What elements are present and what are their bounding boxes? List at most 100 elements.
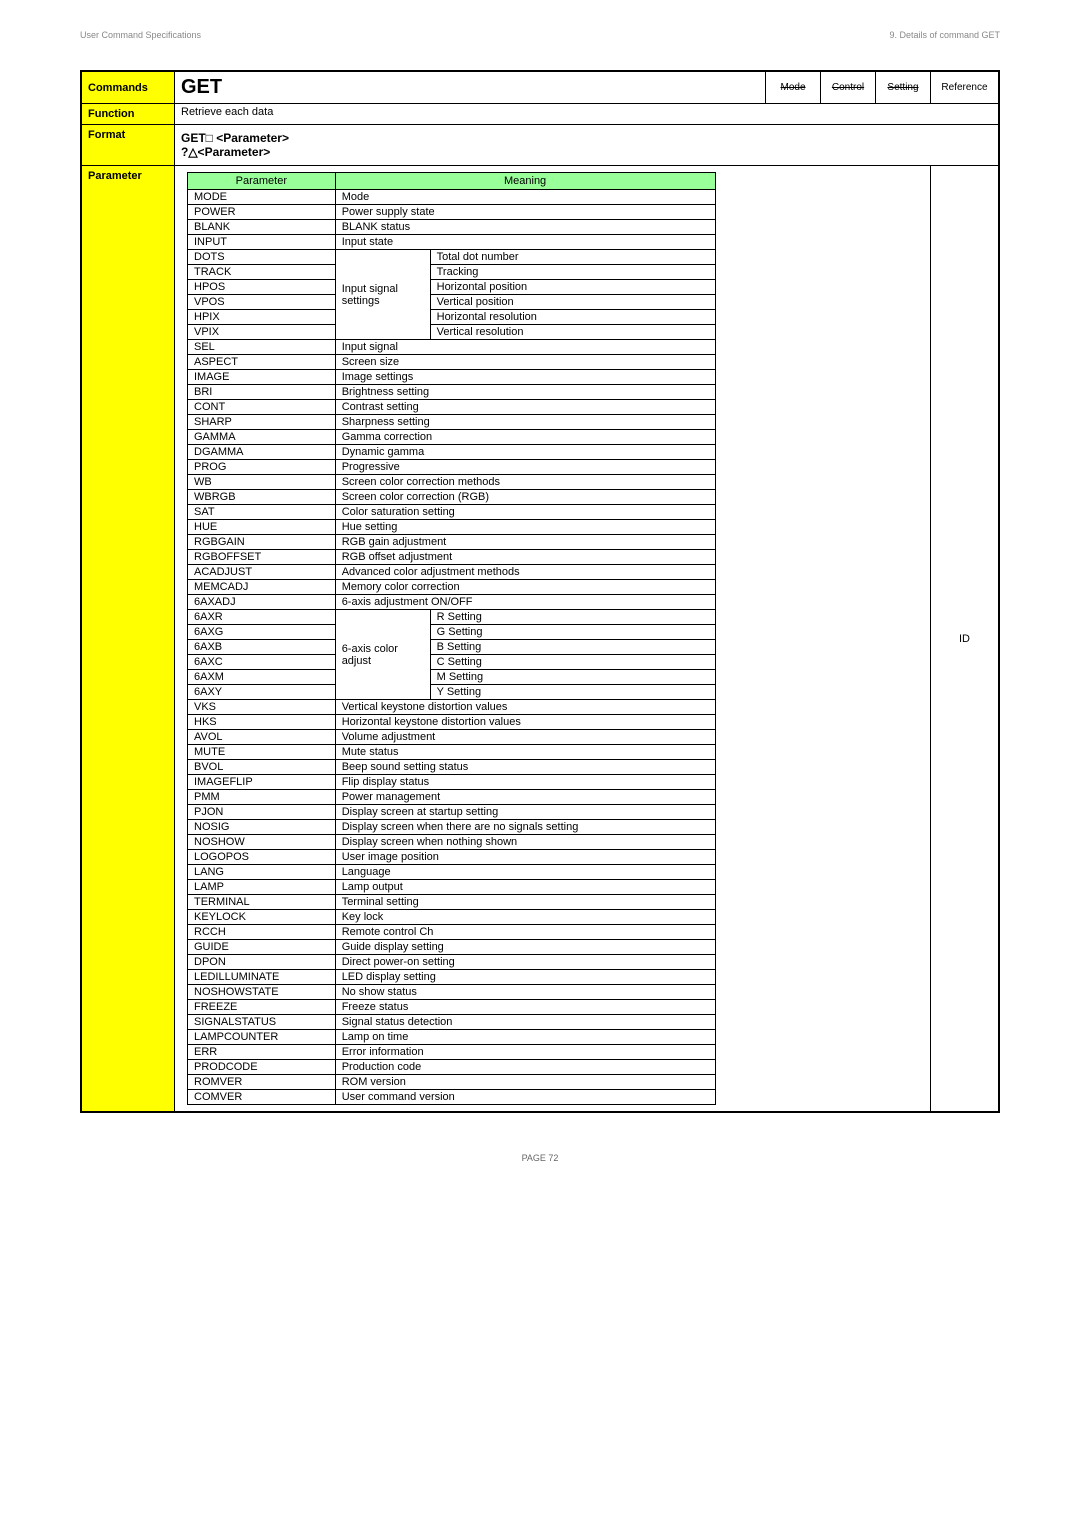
meaning-cell: RGB gain adjustment <box>335 535 715 550</box>
meaning-cell: No show status <box>335 985 715 1000</box>
param-cell: WBRGB <box>188 490 336 505</box>
meaning-cell: Screen color correction (RGB) <box>335 490 715 505</box>
meaning-cell: Terminal setting <box>335 895 715 910</box>
meaning-cell: User image position <box>335 850 715 865</box>
meaning-cell: Volume adjustment <box>335 730 715 745</box>
param-cell: MEMCADJ <box>188 580 336 595</box>
meaning-cell: Screen color correction methods <box>335 475 715 490</box>
meaning-cell: Total dot number <box>430 250 715 265</box>
param-cell: LANG <box>188 865 336 880</box>
param-cell: GUIDE <box>188 940 336 955</box>
control-header: Control <box>821 71 876 104</box>
meaning-cell: B Setting <box>430 640 715 655</box>
meaning-cell: Y Setting <box>430 685 715 700</box>
meaning-cell: Error information <box>335 1045 715 1060</box>
param-table: Parameter Meaning MODEModePOWERPower sup… <box>187 172 716 1105</box>
meaning-cell: Lamp output <box>335 880 715 895</box>
meaning-cell: Sharpness setting <box>335 415 715 430</box>
meaning-cell: RGB offset adjustment <box>335 550 715 565</box>
mode-header: Mode <box>766 71 821 104</box>
meaning-cell: Brightness setting <box>335 385 715 400</box>
main-table: Commands GET Mode Control Setting Refere… <box>80 70 1000 1113</box>
meaning-cell: R Setting <box>430 610 715 625</box>
param-cell: ACADJUST <box>188 565 336 580</box>
page-footer: PAGE 72 <box>80 1153 1000 1163</box>
param-cell: 6AXM <box>188 670 336 685</box>
param-cell: SIGNALSTATUS <box>188 1015 336 1030</box>
parameter-label: Parameter <box>81 166 175 1113</box>
meaning-cell: User command version <box>335 1090 715 1105</box>
meaning-cell: Key lock <box>335 910 715 925</box>
meaning-cell: LED display setting <box>335 970 715 985</box>
meaning-cell: Guide display setting <box>335 940 715 955</box>
meaning-cell: Mode <box>335 190 715 205</box>
format-content: GET□ <Parameter> ?△<Parameter> <box>175 125 1000 166</box>
param-cell: DPON <box>188 955 336 970</box>
reference-header: Reference <box>931 71 1000 104</box>
param-cell: 6AXY <box>188 685 336 700</box>
format-label: Format <box>81 125 175 166</box>
param-cell: 6AXR <box>188 610 336 625</box>
page-header: User Command Specifications 9. Details o… <box>80 30 1000 40</box>
param-cell: LAMP <box>188 880 336 895</box>
meaning-cell: Horizontal position <box>430 280 715 295</box>
meaning-cell: Display screen when there are no signals… <box>335 820 715 835</box>
meaning-cell: Power management <box>335 790 715 805</box>
param-cell: RCCH <box>188 925 336 940</box>
param-cell: ERR <box>188 1045 336 1060</box>
meaning-cell: Mute status <box>335 745 715 760</box>
param-cell: SAT <box>188 505 336 520</box>
meaning-cell: Dynamic gamma <box>335 445 715 460</box>
param-cell: PJON <box>188 805 336 820</box>
meaning-cell: Screen size <box>335 355 715 370</box>
meaning-cell: M Setting <box>430 670 715 685</box>
param-cell: FREEZE <box>188 1000 336 1015</box>
meaning-cell: Hue setting <box>335 520 715 535</box>
header-right: 9. Details of command GET <box>889 30 1000 40</box>
param-cell: 6AXB <box>188 640 336 655</box>
meaning-cell: Memory color correction <box>335 580 715 595</box>
meaning-cell: Input state <box>335 235 715 250</box>
param-cell: IMAGEFLIP <box>188 775 336 790</box>
param-cell: MODE <box>188 190 336 205</box>
param-cell: SEL <box>188 340 336 355</box>
param-cell: NOSIG <box>188 820 336 835</box>
param-cell: NOSHOWSTATE <box>188 985 336 1000</box>
function-label: Function <box>81 104 175 125</box>
meaning-cell: Production code <box>335 1060 715 1075</box>
param-cell: HKS <box>188 715 336 730</box>
meaning-cell: G Setting <box>430 625 715 640</box>
meaning-cell: Beep sound setting status <box>335 760 715 775</box>
function-text: Retrieve each data <box>175 104 1000 125</box>
param-cell: RGBOFFSET <box>188 550 336 565</box>
param-cell: PMM <box>188 790 336 805</box>
group-cell: Input signal settings <box>335 250 430 340</box>
meaning-cell: ROM version <box>335 1075 715 1090</box>
param-cell: WB <box>188 475 336 490</box>
meaning-cell: Vertical keystone distortion values <box>335 700 715 715</box>
meaning-cell: Display screen at startup setting <box>335 805 715 820</box>
meaning-cell: Color saturation setting <box>335 505 715 520</box>
param-cell: KEYLOCK <box>188 910 336 925</box>
meaning-cell: Remote control Ch <box>335 925 715 940</box>
param-cell: LEDILLUMINATE <box>188 970 336 985</box>
meaning-cell: C Setting <box>430 655 715 670</box>
meaning-cell: Signal status detection <box>335 1015 715 1030</box>
param-cell: RGBGAIN <box>188 535 336 550</box>
param-cell: HUE <box>188 520 336 535</box>
meaning-cell: Lamp on time <box>335 1030 715 1045</box>
param-cell: PROG <box>188 460 336 475</box>
meaning-cell: Advanced color adjustment methods <box>335 565 715 580</box>
param-cell: VPOS <box>188 295 336 310</box>
param-cell: CONT <box>188 400 336 415</box>
param-cell: 6AXADJ <box>188 595 336 610</box>
param-cell: 6AXG <box>188 625 336 640</box>
meaning-cell: 6-axis adjustment ON/OFF <box>335 595 715 610</box>
param-cell: 6AXC <box>188 655 336 670</box>
param-cell: IMAGE <box>188 370 336 385</box>
param-cell: PRODCODE <box>188 1060 336 1075</box>
meaning-cell: Power supply state <box>335 205 715 220</box>
param-cell: COMVER <box>188 1090 336 1105</box>
param-cell: POWER <box>188 205 336 220</box>
setting-header: Setting <box>876 71 931 104</box>
